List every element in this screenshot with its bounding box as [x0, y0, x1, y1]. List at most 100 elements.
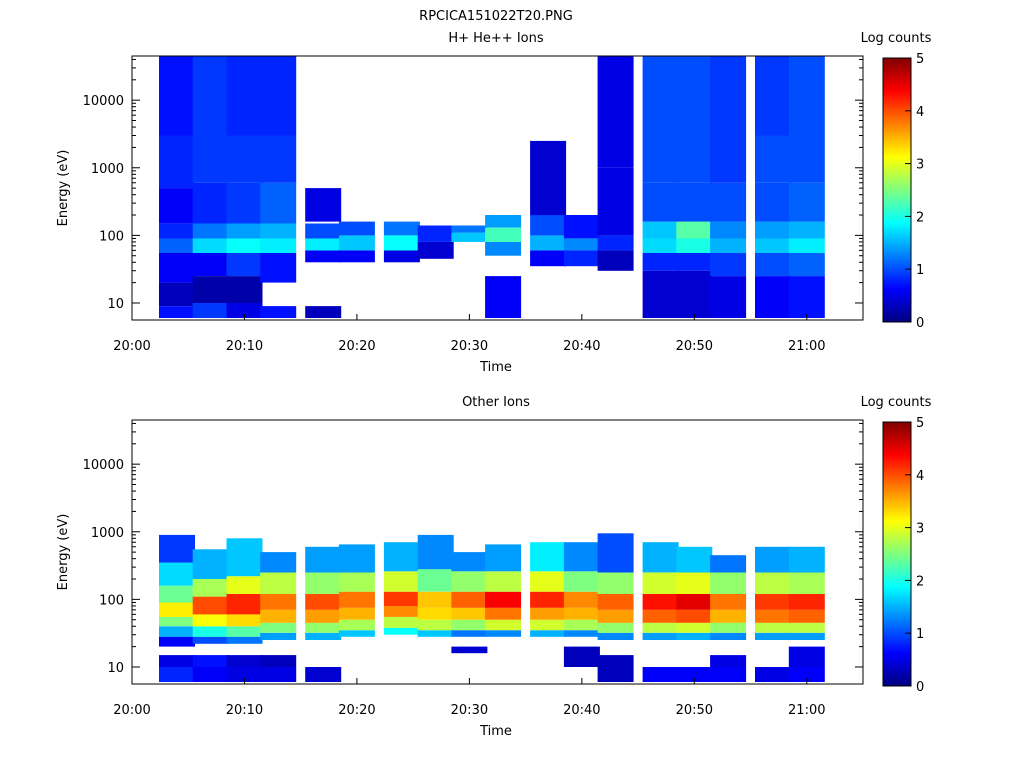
heatmap-cell: [260, 667, 297, 682]
heatmap-cell: [485, 241, 522, 256]
heatmap-cell: [159, 626, 195, 637]
heatmap-cell: [710, 221, 747, 239]
y-tick-label: 100: [99, 229, 124, 244]
heatmap-cell: [260, 306, 297, 318]
heatmap-cell: [530, 571, 567, 592]
y-tick-label: 10000: [83, 458, 124, 473]
heatmap-cell: [192, 182, 229, 224]
heatmap-cell: [226, 135, 263, 183]
heatmap-cell: [159, 188, 195, 224]
colorbar-label: Log counts: [861, 395, 932, 410]
heatmap-cell: [676, 270, 713, 318]
heatmap-cell: [417, 241, 454, 259]
heatmap-cell: [676, 609, 713, 623]
heatmap-cell: [788, 572, 825, 594]
heatmap-cell: [642, 632, 679, 640]
heatmap-cell: [530, 619, 567, 631]
x-axis-label: Time: [479, 360, 512, 375]
heatmap-cell: [530, 630, 567, 637]
colorbar-tick-label: 3: [916, 158, 924, 173]
heatmap-cell: [597, 533, 634, 573]
heatmap-cell: [530, 215, 567, 236]
heatmap-cell: [563, 238, 600, 251]
heatmap-cell: [451, 225, 488, 233]
heatmap-cell: [226, 276, 263, 303]
heatmap-cell: [260, 609, 297, 623]
heatmap-cell: [755, 572, 791, 594]
heatmap-cells: [159, 56, 825, 318]
heatmap-cell: [383, 235, 420, 251]
heatmap-cell: [159, 602, 195, 617]
heatmap-cell: [451, 630, 488, 637]
heatmap-cell: [159, 585, 195, 603]
heatmap-cell: [226, 238, 263, 253]
heatmap-cell: [788, 667, 825, 682]
heatmap-cell: [192, 252, 229, 276]
heatmap-cell: [260, 182, 297, 224]
colorbar-tick-label: 4: [916, 469, 924, 484]
heatmap-cell: [710, 555, 747, 573]
y-tick-label: 1000: [91, 526, 124, 541]
heatmap-cell: [192, 579, 229, 597]
x-tick-label: 21:00: [788, 339, 825, 354]
y-axis-label: Energy (eV): [56, 150, 71, 227]
heatmap-cell: [226, 626, 263, 637]
heatmap-cell: [451, 552, 488, 572]
heatmap-cell: [417, 630, 454, 637]
heatmap-cell: [788, 594, 825, 610]
heatmap-cell: [305, 546, 342, 573]
heatmap-cell: [597, 594, 634, 610]
heatmap-cell: [788, 252, 825, 276]
heatmap-cell: [563, 591, 600, 608]
heatmap-cell: [563, 571, 600, 592]
heatmap-cell: [159, 534, 195, 563]
heatmap-cell: [642, 182, 679, 222]
heatmap-cell: [417, 607, 454, 620]
colorbar-tick-label: 0: [916, 316, 924, 331]
x-tick-label: 20:40: [563, 703, 600, 718]
heatmap-cell: [383, 591, 420, 606]
heatmap-cell: [788, 238, 825, 253]
heatmap-cell: [192, 56, 229, 136]
heatmap-cell: [192, 655, 229, 667]
heatmap-cell: [226, 576, 263, 594]
heatmap-cell: [226, 594, 263, 615]
heatmap-cell: [305, 594, 342, 610]
heatmap-cell: [485, 276, 522, 318]
heatmap-cell: [338, 544, 375, 573]
heatmap-cell: [260, 238, 297, 253]
heatmap-cell: [451, 571, 488, 592]
heatmap-cell: [788, 622, 825, 633]
heatmap-cell: [755, 276, 791, 318]
x-tick-label: 20:50: [676, 339, 713, 354]
panel-title: Other Ions: [462, 395, 530, 410]
y-tick-label: 10: [107, 297, 124, 312]
heatmap-cell: [530, 591, 567, 608]
heatmap-cell: [159, 562, 195, 586]
x-tick-label: 20:50: [676, 703, 713, 718]
heatmap-cell: [676, 546, 713, 573]
heatmap-cell: [192, 303, 229, 318]
heatmap-cell: [710, 238, 747, 253]
heatmap-cell: [192, 636, 229, 644]
heatmap-cell: [338, 221, 375, 236]
heatmap-cell: [485, 215, 522, 228]
heatmap-cell: [788, 646, 825, 667]
axis-ticks: 20:00 20:10 20:20 20:30 20:40 20:50 21:00 10 100…: [83, 422, 863, 718]
heatmap-cell: [788, 609, 825, 623]
heatmap-cell: [159, 655, 195, 667]
heatmap-cell: [305, 306, 342, 318]
heatmap-cell: [159, 282, 195, 306]
heatmap-cell: [676, 632, 713, 640]
heatmap-cell: [451, 232, 488, 242]
heatmap-cell: [642, 270, 679, 318]
heatmap-cell: [260, 572, 297, 594]
x-tick-label: 21:00: [788, 703, 825, 718]
heatmap-cell: [710, 252, 747, 276]
heatmap-cell: [383, 571, 420, 592]
heatmap-cell: [226, 182, 263, 224]
heatmap-cell: [338, 630, 375, 637]
heatmap-cell: [260, 223, 297, 239]
figure-title: RPCICA151022T20.PNG: [419, 9, 573, 24]
heatmap-cell: [192, 626, 229, 637]
